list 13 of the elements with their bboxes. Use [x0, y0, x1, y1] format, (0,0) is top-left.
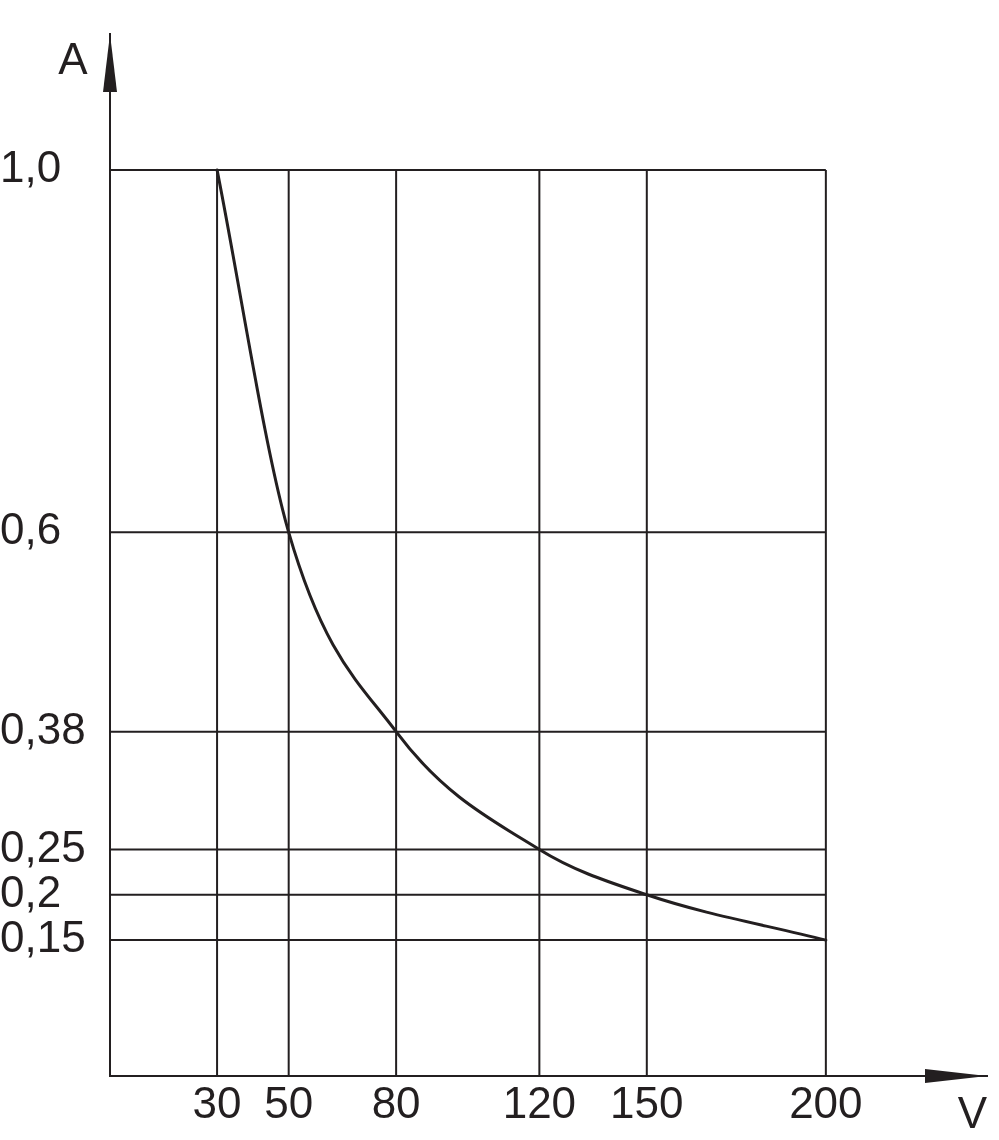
y-axis-title: A [58, 34, 89, 84]
x-axis-title: V [957, 1088, 988, 1138]
x-tick-label: 200 [789, 1078, 863, 1128]
y-tick-label: 0,38 [0, 703, 86, 753]
y-tick-label: 1,0 [0, 142, 62, 192]
x-tick-label: 150 [610, 1078, 684, 1128]
x-tick-label: 120 [502, 1078, 577, 1128]
x-tick-label: 80 [371, 1078, 421, 1128]
y-tick-label: 0,25 [0, 821, 86, 871]
x-tick-label: 50 [264, 1078, 314, 1128]
x-tick-label: 30 [192, 1078, 242, 1128]
y-tick-label: 0,6 [0, 504, 62, 554]
y-tick-label: 0,15 [0, 912, 86, 962]
